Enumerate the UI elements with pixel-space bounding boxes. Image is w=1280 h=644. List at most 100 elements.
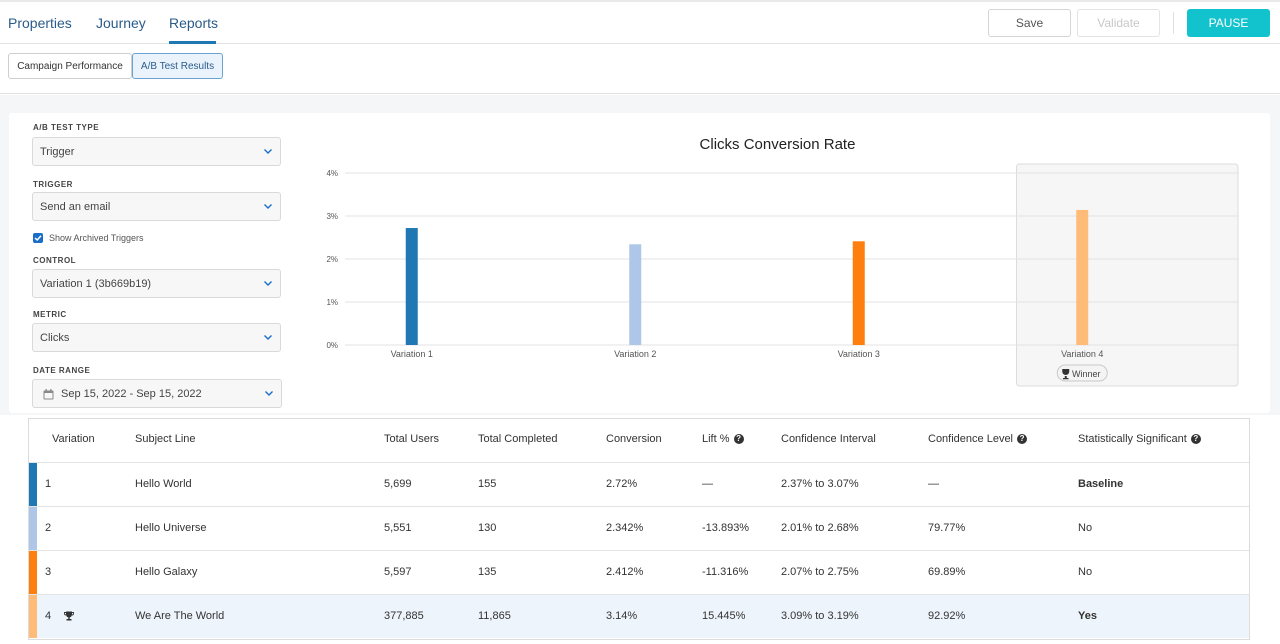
trigger-select[interactable]: Send an email [32,192,281,221]
cell-conversion: 2.342% [606,522,644,534]
show-archived-checkbox[interactable] [33,233,43,243]
x-tick-label: Variation 4 [1061,349,1103,359]
table-row: 2 Hello Universe 5,551 130 2.342% -13.89… [29,506,1249,550]
cell-confidence-interval: 2.37% to 3.07% [781,478,859,490]
header-confidence-level-label: Confidence Level [928,433,1014,445]
cell-conversion: 2.72% [606,478,638,490]
cell-conversion: 3.14% [606,610,638,622]
checkmark-icon [34,235,42,242]
cell-total-completed: 11,865 [478,610,511,622]
bar-variation-2[interactable] [629,244,642,345]
header-subject-line: Subject Line [135,433,196,445]
cell-confidence-level: 92.92% [928,610,966,622]
bar-variation-4[interactable] [1076,209,1089,345]
calendar-icon [43,389,54,400]
cell-total-completed: 130 [478,522,497,534]
cell-lift: -11.316% [702,566,749,578]
ab-test-type-select[interactable]: Trigger [32,137,281,166]
bar-variation-3[interactable] [852,241,865,345]
cell-lift: 15.445% [702,610,746,622]
y-tick-label: 0% [326,341,338,350]
winner-badge-label: Winner [1072,369,1101,379]
trigger-value: Send an email [40,200,111,213]
y-tick-label: 1% [326,298,338,307]
cell-subject-line: Hello Galaxy [135,566,198,578]
variation-color-swatch [29,551,37,594]
x-tick-label: Variation 2 [614,349,656,359]
header-statistically-significant: Statistically Significant? [1078,433,1201,445]
control-select[interactable]: Variation 1 (3b669b19) [32,269,281,298]
y-tick-label: 2% [326,255,338,264]
chevron-down-icon [264,149,272,154]
cell-subject-line: Hello World [135,478,192,490]
tab-properties[interactable]: Properties [8,15,72,31]
winner-badge: Winner [1056,364,1108,382]
chart-title: Clicks Conversion Rate [699,136,856,153]
header-total-users: Total Users [384,433,439,445]
date-range-value: Sep 15, 2022 - Sep 15, 2022 [61,387,202,400]
help-icon[interactable]: ? [733,434,744,444]
bar-variation-1[interactable] [405,228,418,345]
trophy-icon [64,611,74,621]
x-tick-label: Variation 3 [838,349,880,359]
cell-confidence-interval: 3.09% to 3.19% [781,610,859,622]
save-button[interactable]: Save [988,9,1071,37]
active-tab-indicator [169,41,216,44]
y-tick-label: 3% [326,212,338,221]
report-subtabs: Campaign Performance A/B Test Results [0,44,1280,94]
cell-variation: 1 [45,478,52,490]
cell-total-users: 5,699 [384,478,412,490]
toolbar-divider [1173,12,1174,34]
chevron-down-icon [264,335,272,340]
cell-total-users: 5,597 [384,566,412,578]
cell-total-completed: 135 [478,566,497,578]
trophy-icon [1062,369,1070,380]
table-row-winner: 4 We Are The World 377,885 11,865 3.14% … [29,594,1249,638]
header-confidence-interval-label: Confidence Interval [781,433,876,445]
header-lift: Lift %? [702,433,744,445]
cell-variation: 2 [45,522,52,534]
cell-significant: Yes [1078,610,1097,622]
header-variation: Variation [52,433,95,445]
table-row: 3 Hello Galaxy 5,597 135 2.412% -11.316%… [29,550,1249,594]
subtab-campaign-performance[interactable]: Campaign Performance [8,53,132,79]
metric-label: METRIC [33,310,67,319]
pause-button[interactable]: PAUSE [1187,9,1270,37]
clicks-conversion-chart: 0% 1% 2% 3% 4% Variation 1 Variation 2 Variatio… [326,163,1239,387]
metric-select[interactable]: Clicks [32,323,281,352]
variation-color-swatch [29,595,37,638]
control-label: CONTROL [33,256,77,265]
tab-reports[interactable]: Reports [169,15,219,31]
header-total-completed-label: Total Completed [478,433,558,445]
cell-confidence-interval: 2.07% to 2.75% [781,566,859,578]
header-confidence-interval: Confidence Interval [781,433,876,445]
cell-conversion: 2.412% [606,566,644,578]
top-border [0,0,1280,2]
ab-test-type-label: A/B TEST TYPE [33,123,100,132]
help-icon[interactable]: ? [1017,434,1028,444]
chevron-down-icon [265,391,273,396]
subtab-ab-test-results[interactable]: A/B Test Results [132,53,223,79]
date-range-picker[interactable]: Sep 15, 2022 - Sep 15, 2022 [32,379,282,408]
tab-journey[interactable]: Journey [96,15,146,31]
x-tick-label: Variation 1 [391,349,433,359]
cell-variation: 3 [45,566,52,578]
cell-significant: No [1078,522,1093,534]
show-archived-label: Show Archived Triggers [49,233,144,243]
header-statistically-significant-label: Statistically Significant [1078,433,1187,445]
cell-confidence-interval: 2.01% to 2.68% [781,522,859,534]
metric-value: Clicks [40,331,70,344]
header-variation-label: Variation [52,433,95,445]
header-lift-label: Lift % [702,433,730,445]
cell-total-completed: 155 [478,478,497,490]
validate-button[interactable]: Validate [1077,9,1160,37]
header-conversion: Conversion [606,433,662,445]
chevron-down-icon [264,281,272,286]
cell-subject-line: We Are The World [135,610,225,622]
cell-lift: -13.893% [702,522,750,534]
header-subject-line-label: Subject Line [135,433,196,445]
cell-confidence-level: 69.89% [928,566,966,578]
header-total-completed: Total Completed [478,433,558,445]
help-icon[interactable]: ? [1190,434,1201,444]
winner-highlight-column [1016,163,1239,387]
